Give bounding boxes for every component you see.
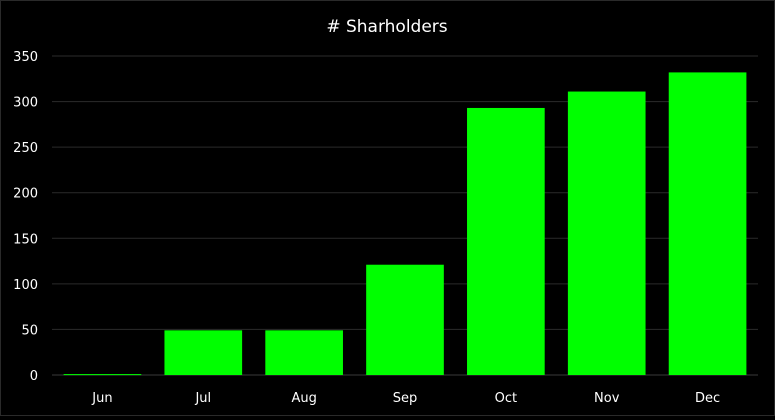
- bar-aug[interactable]: [265, 330, 343, 375]
- x-tick-label-dec: Dec: [695, 391, 720, 406]
- x-tick-label-nov: Nov: [594, 391, 620, 406]
- x-tick-label-aug: Aug: [291, 391, 316, 406]
- y-tick-label: 350: [13, 50, 38, 65]
- bar-oct[interactable]: [467, 107, 545, 376]
- bar-jul[interactable]: [164, 330, 243, 375]
- y-tick-label: 150: [13, 232, 38, 247]
- x-tick-label-jul: Jul: [194, 391, 211, 406]
- x-tick-label-jun: Jun: [91, 391, 112, 406]
- y-axis-tick-labels: 0 50 100 150 200 250 300 350: [13, 50, 38, 384]
- x-axis-tick-labels: Jun Jul Aug Sep Oct Nov Dec: [91, 391, 720, 406]
- y-tick-label: 200: [13, 187, 38, 202]
- y-tick-label: 300: [13, 96, 38, 111]
- y-tick-label: 0: [30, 369, 38, 384]
- bar-sep[interactable]: [366, 264, 444, 375]
- chart-title: # Sharholders: [326, 17, 447, 37]
- bar-nov[interactable]: [567, 91, 646, 375]
- y-tick-label: 250: [13, 141, 38, 156]
- x-tick-label-sep: Sep: [393, 391, 418, 406]
- bar-dec[interactable]: [668, 72, 747, 376]
- y-tick-label: 50: [21, 323, 38, 338]
- x-tick-label-oct: Oct: [495, 391, 517, 406]
- bar-jun[interactable]: [63, 374, 142, 376]
- bars: [63, 72, 747, 376]
- y-tick-label: 100: [13, 278, 38, 293]
